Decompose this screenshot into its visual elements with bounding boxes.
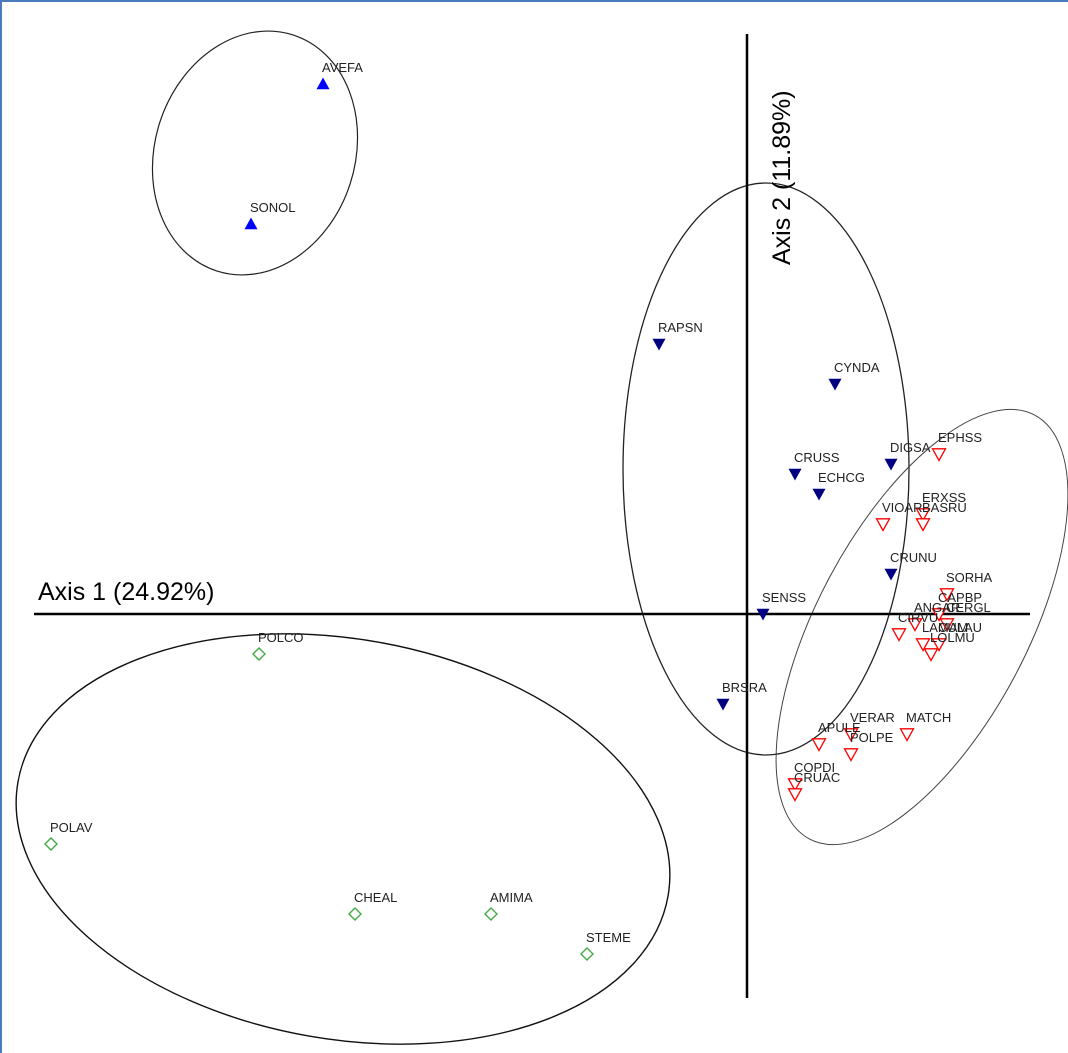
point-echcg [812, 488, 826, 501]
group-ellipse-red [775, 408, 1068, 846]
point-cynda [828, 378, 842, 391]
point-vioar [875, 518, 891, 532]
point-label-ephss: EPHSS [938, 430, 982, 445]
point-verar [843, 728, 859, 742]
point-cruac [787, 788, 803, 802]
point-label-cheal: CHEAL [354, 890, 397, 905]
point-label-cruss: CRUSS [794, 450, 840, 465]
point-sonol [244, 217, 258, 230]
axis-2-title: Axis 2 (11.89%) [768, 90, 796, 265]
point-label-digsa: DIGSA [890, 440, 931, 455]
point-label-avefa: AVEFA [322, 60, 363, 75]
point-label-rapsn: RAPSN [658, 320, 703, 335]
point-angar [907, 618, 923, 632]
point-sorha [939, 588, 955, 602]
point-label-apule: APULE [818, 720, 861, 735]
point-label-copdi: COPDI [794, 760, 835, 775]
point-label-sorha: SORHA [946, 570, 993, 585]
point-amima [484, 907, 498, 921]
point-cirvu [891, 628, 907, 642]
point-label-lamam: LAMAM [922, 620, 968, 635]
point-label-polpe: POLPE [850, 730, 894, 745]
point-label-erxss: ERXSS [922, 490, 966, 505]
point-lolmu [923, 648, 939, 662]
point-label-steme: STEME [586, 930, 631, 945]
point-apule [811, 738, 827, 752]
group-ellipse-blue [151, 30, 359, 276]
point-label-vioar: VIOAR [882, 500, 922, 515]
point-label-polav: POLAV [50, 820, 93, 835]
point-polav [44, 837, 58, 851]
point-label-lolmu: LOLMU [930, 630, 975, 645]
data-points: AVEFA SONOL RAPSN CYNDA CRUSS ECHCG DIGSA CRUNU… [44, 60, 993, 961]
point-copdi [787, 778, 803, 792]
point-label-brsra: BRSRA [722, 680, 767, 695]
point-label-senss: SENSS [762, 590, 806, 605]
point-label-match: MATCH [906, 710, 951, 725]
point-culau [931, 638, 947, 652]
point-label-polco: POLCO [258, 630, 304, 645]
point-cruss [788, 468, 802, 481]
point-erxss [915, 508, 931, 522]
point-avefa [316, 77, 330, 90]
point-label-basru: BASRU [922, 500, 967, 515]
point-capbp [931, 608, 947, 622]
point-cergl [939, 618, 955, 632]
point-rapsn [652, 338, 666, 351]
point-label-crunu: CRUNU [890, 550, 937, 565]
point-lamam [915, 638, 931, 652]
point-crunu [884, 568, 898, 581]
axis-1-title: Axis 1 (24.92%) [38, 578, 214, 606]
point-ephss [931, 448, 947, 462]
point-cheal [348, 907, 362, 921]
point-label-cirvu: CIRVU [898, 610, 938, 625]
point-label-cergl: CERGL [946, 600, 991, 615]
point-senss [756, 608, 770, 621]
point-polco [252, 647, 266, 661]
point-label-cruac: CRUAC [794, 770, 840, 785]
point-steme [580, 947, 594, 961]
point-label-capbp: CAPBP [938, 590, 982, 605]
point-label-sonol: SONOL [250, 200, 296, 215]
point-digsa [884, 458, 898, 471]
point-label-echcg: ECHCG [818, 470, 865, 485]
group-ellipse-navy [622, 182, 910, 756]
point-label-amima: AMIMA [490, 890, 533, 905]
point-label-cynda: CYNDA [834, 360, 880, 375]
point-match [899, 728, 915, 742]
point-label-angar: ANGAR [914, 600, 960, 615]
point-brsra [716, 698, 730, 711]
group-ellipse-green [15, 633, 671, 1045]
point-basru [915, 518, 931, 532]
point-label-verar: VERAR [850, 710, 895, 725]
point-polpe [843, 748, 859, 762]
point-label-culau: CULAU [938, 620, 982, 635]
